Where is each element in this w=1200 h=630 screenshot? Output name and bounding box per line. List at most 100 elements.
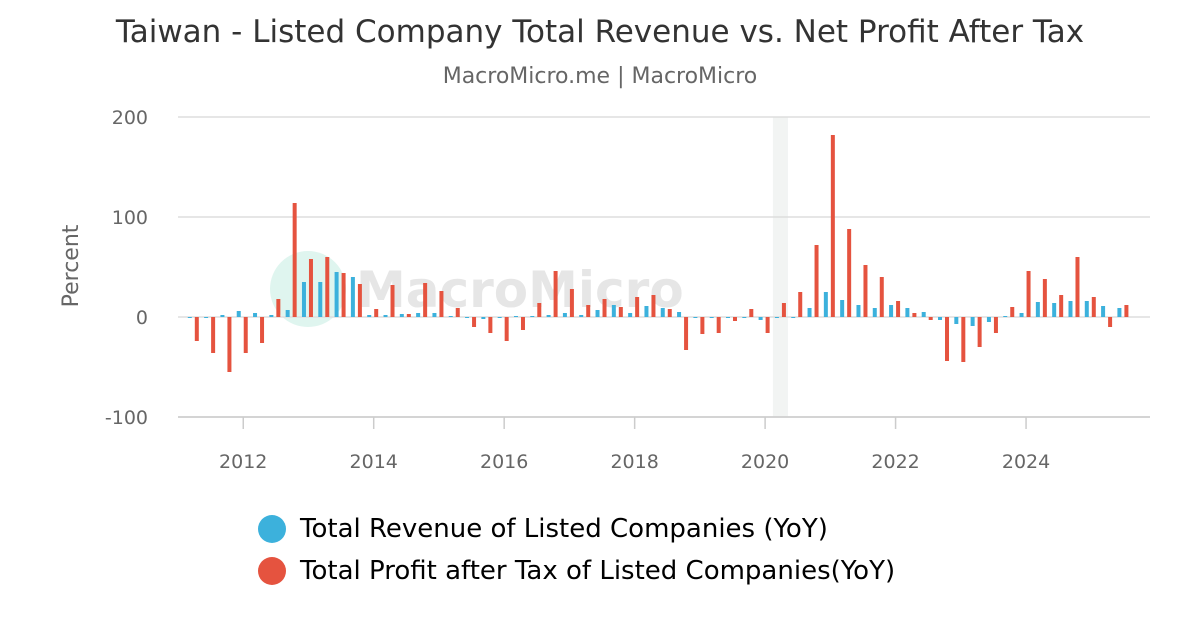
bar-profit [651,295,656,317]
bar-revenue [416,313,421,317]
y-tick-label: 0 [136,307,148,329]
y-tick-label: 200 [112,107,148,129]
bar-revenue [579,315,584,317]
bar-profit [896,301,901,317]
bar-revenue [497,317,502,318]
legend-item-profit[interactable]: Total Profit after Tax of Listed Compani… [258,550,895,592]
bar-revenue [187,317,192,318]
bar-profit [716,317,721,333]
bar-profit [537,303,542,317]
bar-profit [374,309,379,317]
shaded-period [772,117,788,417]
bar-revenue [1052,303,1057,317]
bar-revenue [220,315,225,317]
bar-revenue [595,310,600,317]
bar-profit [308,259,313,317]
bar-profit [260,317,265,343]
bar-revenue [791,317,796,318]
bar-revenue [725,317,730,318]
bar-revenue [383,315,388,317]
bar-revenue [350,277,355,317]
bar-profit [1091,297,1096,317]
bar-profit [390,285,395,317]
y-tick-label: 100 [112,207,148,229]
bar-profit [406,314,411,317]
bar-profit [928,317,933,320]
bar-profit [276,299,281,317]
bar-profit [488,317,493,333]
y-tick-label: -100 [105,407,148,429]
bar-profit [798,292,803,317]
bar-revenue [758,317,763,320]
x-tick-label: 2018 [610,451,658,473]
bar-revenue [774,317,779,318]
legend-item-revenue[interactable]: Total Revenue of Listed Companies (YoY) [258,508,895,550]
bar-profit [700,317,705,334]
bar-revenue [644,306,649,317]
bar-revenue [481,317,486,319]
bar-profit [357,284,362,317]
bar-profit [455,308,460,317]
bar-revenue [1068,301,1073,317]
bar-revenue [1084,301,1089,317]
bar-profit [879,277,884,317]
bar-profit [292,203,297,317]
watermark-text: MacroMicro [356,261,684,319]
bar-profit [569,289,574,317]
bar-revenue [432,313,437,317]
bar-revenue [889,305,894,317]
bar-profit [243,317,248,353]
bar-profit [1059,295,1064,317]
legend-profit-dot-icon [258,557,286,585]
bar-revenue [807,308,812,317]
bar-profit [227,317,232,372]
bar-profit [211,317,216,353]
bar-revenue [660,308,665,317]
bar-profit [325,257,330,317]
bar-profit [993,317,998,333]
bar-profit [1010,307,1015,317]
bar-profit [684,317,689,350]
bar-profit [814,245,819,317]
bar-profit [472,317,477,327]
bar-revenue [970,317,975,326]
bar-revenue [285,310,290,317]
bar-revenue [465,317,470,318]
bar-revenue [823,292,828,317]
bar-revenue [399,314,404,317]
bar-profit [423,283,428,317]
x-tick-label: 2012 [219,451,267,473]
chart-subtitle: MacroMicro.me | MacroMicro [442,64,758,89]
bar-revenue [513,316,518,317]
bar-profit [586,305,591,317]
bar-revenue [546,315,551,317]
legend-profit-label: Total Profit after Tax of Listed Compani… [300,556,896,586]
y-axis-title: Percent [59,224,84,307]
bar-revenue [628,313,633,317]
bar-revenue [1101,306,1106,317]
bar-revenue [253,313,258,317]
bar-revenue [611,305,616,317]
bar-revenue [986,317,991,322]
bar-revenue [677,312,682,317]
bar-profit [618,307,623,317]
bar-revenue [562,313,567,317]
bar-profit [439,291,444,317]
bar-revenue [1117,308,1122,317]
bar-revenue [1019,313,1024,317]
bar-revenue [921,312,926,317]
bar-revenue [872,308,877,317]
bar-revenue [693,317,698,318]
bar-profit [863,265,868,317]
bar-revenue [709,317,714,318]
bar-profit [553,271,558,317]
bar-profit [504,317,509,341]
bar-revenue [301,282,306,317]
bar-revenue [269,315,274,317]
bar-profit [732,317,737,321]
legend: Total Revenue of Listed Companies (YoY) … [258,508,895,592]
bar-profit [749,309,754,317]
bar-profit [912,313,917,317]
bar-profit [1026,271,1031,317]
